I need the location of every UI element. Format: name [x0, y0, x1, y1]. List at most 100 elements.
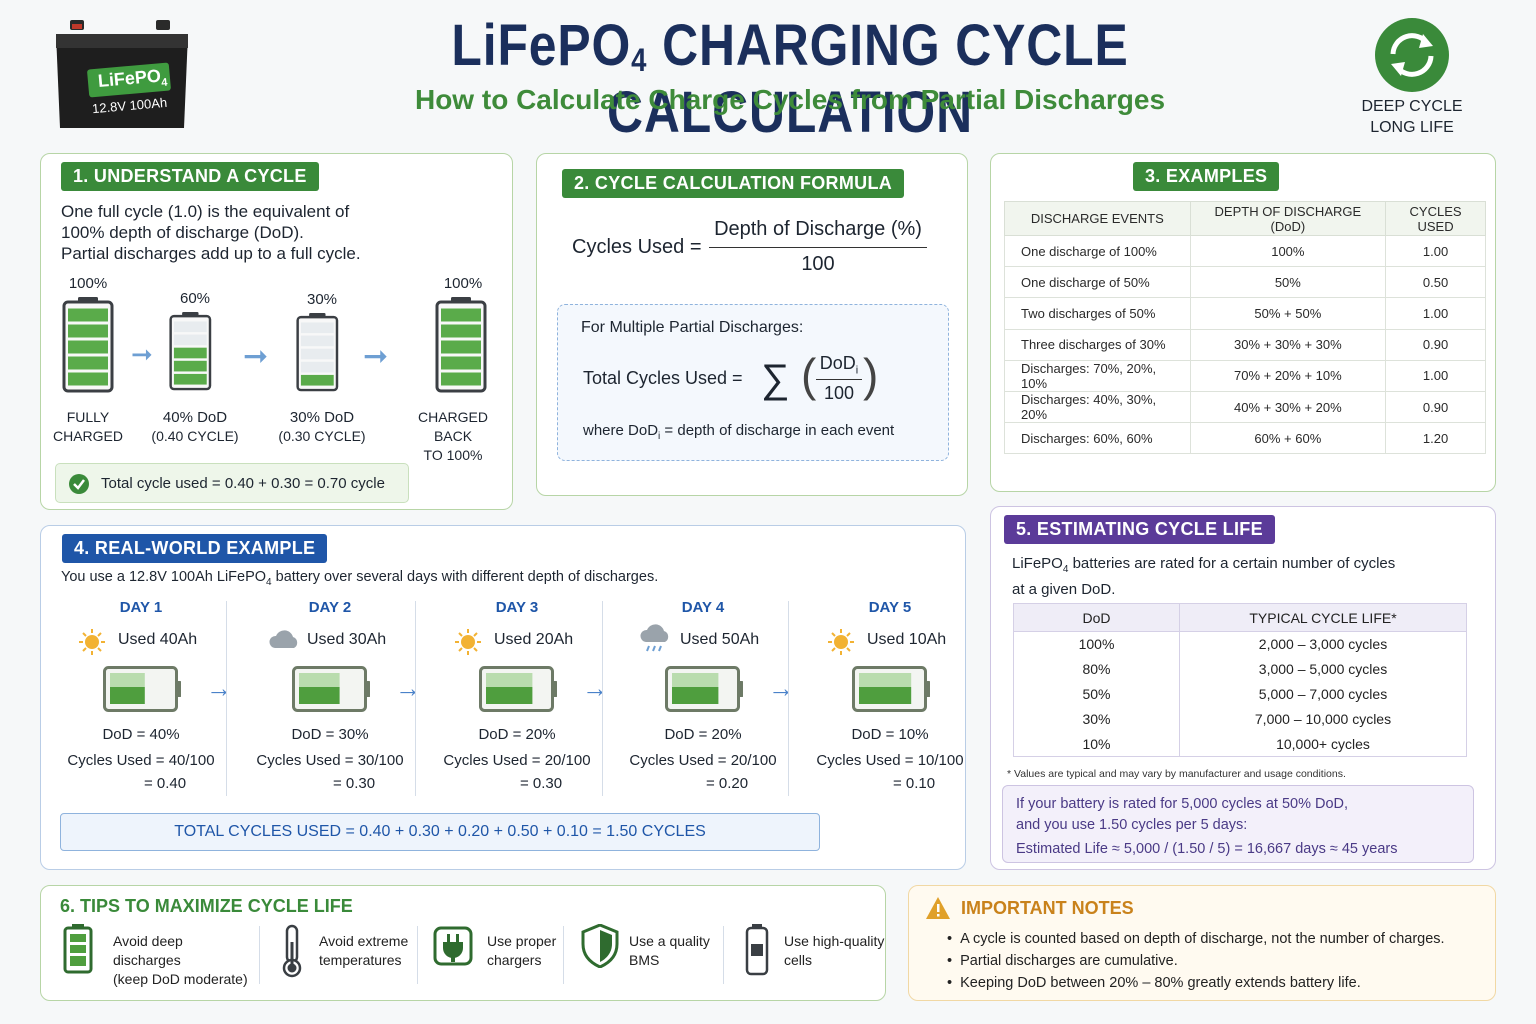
battery-caption-sub: (0.30 CYCLE)	[278, 428, 366, 444]
day-title: DAY 5	[868, 599, 912, 616]
multi-title: For Multiple Partial Discharges:	[581, 319, 804, 336]
day-divider	[226, 601, 227, 796]
footnote: * Values are typical and may vary by man…	[1007, 768, 1346, 780]
day-card: DAY 2 Used 30Ah DoD = 30% Cycles Used = 30/…	[237, 599, 423, 792]
battery-step-3: 30%	[282, 291, 362, 392]
panel-notes: IMPORTANT NOTES • A cycle is counted bas…	[908, 885, 1496, 1001]
battery-caption: 30% DoD	[289, 409, 355, 426]
table-row: Discharges: 60%, 60% 60% + 60% 1.20	[1004, 422, 1486, 455]
panel-tips: 6. TIPS TO MAXIMIZE CYCLE LIFE Avoid dee…	[40, 885, 886, 1001]
tip-text: Avoid extreme temperatures	[319, 933, 409, 968]
lifepo4-battery-image: LiFePO4 12.8V 100Ah	[52, 18, 192, 130]
battery-horizontal-icon	[103, 666, 181, 712]
day-cycles-result: = 0.20	[706, 775, 749, 792]
section-5-tag: 5. ESTIMATING CYCLE LIFE	[1004, 515, 1275, 544]
estimate-line1: If your battery is rated for 5,000 cycle…	[1016, 796, 1349, 812]
day-used: Used 50Ah	[680, 631, 760, 648]
cell-dod: 50%	[1189, 266, 1387, 299]
frac-numerator: DoDi	[819, 353, 859, 377]
column-header: DISCHARGE EVENTS	[1004, 201, 1191, 236]
real-world-intro: You use a 12.8V 100Ah LiFePO4 battery ov…	[61, 569, 659, 588]
frac-bar	[816, 379, 862, 380]
cell-dod: 10%	[1013, 731, 1180, 757]
tip-divider	[259, 926, 260, 984]
day-title: DAY 2	[308, 599, 352, 616]
sun-icon	[454, 628, 482, 661]
formula-denominator: 100	[801, 253, 835, 275]
day-card: DAY 1 Used 40Ah DoD = 40% Cycles Used = 40/…	[48, 599, 234, 792]
day-card: DAY 4 Used 50Ah DoD = 20% Cycles Used = 20/…	[610, 599, 796, 792]
cell-dod: 30%	[1013, 706, 1180, 732]
panel-cycle-life: 5. ESTIMATING CYCLE LIFE LiFePO4 batteri…	[990, 506, 1496, 870]
battery-pct: 60%	[179, 290, 211, 307]
cell-cycles: 0.50	[1385, 266, 1486, 299]
tip-text: Use high-quality cells	[784, 933, 885, 968]
multi-lhs: Total Cycles Used =	[583, 368, 743, 388]
battery-pct: 30%	[306, 291, 338, 308]
battery-caption-sub: TO 100%	[423, 447, 483, 463]
cell-cycle-life: 7,000 – 10,000 cycles	[1179, 706, 1467, 732]
cell-dod: 80%	[1013, 656, 1180, 682]
note-item: • Keeping DoD between 20% – 80% greatly …	[947, 975, 1361, 991]
day-divider	[415, 601, 416, 796]
table-row: 30% 7,000 – 10,000 cycles	[1013, 706, 1467, 732]
deep-cycle-badge: DEEP CYCLE LONG LIFE	[1361, 98, 1463, 136]
recycle-icon	[1375, 18, 1449, 92]
table-row: 80% 3,000 – 5,000 cycles	[1013, 656, 1467, 682]
tip-text: Use a quality BMS	[629, 933, 710, 968]
battery-horizontal-icon	[665, 666, 743, 712]
table-row: 50% 5,000 – 7,000 cycles	[1013, 681, 1467, 707]
day-cycles-used: Cycles Used = 30/100	[256, 752, 404, 769]
day-cycles-result: = 0.30	[333, 775, 376, 792]
section-2-tag: 2. CYCLE CALCULATION FORMULA	[562, 169, 905, 198]
day-used: Used 40Ah	[118, 631, 198, 648]
battery-pct: 100%	[443, 275, 483, 292]
cell-cycle-life: 10,000+ cycles	[1179, 731, 1467, 757]
day-divider	[602, 601, 603, 796]
battery-icon	[63, 924, 93, 979]
day-dod: DoD = 40%	[102, 726, 180, 743]
day-card: DAY 3 Used 20Ah DoD = 20% Cycles Used = 20/…	[424, 599, 610, 792]
cycle-def-line3: Partial discharges add up to a full cycl…	[61, 244, 361, 263]
battery-step-1: 100% FULLY CHARGED	[48, 275, 128, 444]
battery-step-4: 100%	[423, 275, 503, 393]
table-row: Discharges: 70%, 20%, 10% 70% + 20% + 10%…	[1004, 359, 1486, 392]
cell-dod: 100%	[1189, 234, 1387, 268]
panel-understand-cycle: 1. UNDERSTAND A CYCLE One full cycle (1.…	[40, 153, 513, 510]
total-cycle-text: Total cycle used = 0.40 + 0.30 = 0.70 cy…	[101, 475, 385, 492]
cell-cycles: 1.00	[1385, 234, 1486, 268]
arrow-right-icon: →	[768, 673, 794, 703]
multi-discharge-box: For Multiple Partial Discharges: Total C…	[557, 304, 949, 461]
day-cycles-result: = 0.10	[893, 775, 936, 792]
tip-text: Avoid deep discharges (keep DoD moderate)	[113, 933, 248, 987]
cell-cycle-life: 3,000 – 5,000 cycles	[1179, 656, 1467, 682]
cell-dod: 100%	[1013, 631, 1180, 657]
day-divider	[788, 601, 789, 796]
sigma-icon: ∑	[761, 357, 790, 401]
formula-numerator: Depth of Discharge (%)	[714, 218, 922, 240]
table-header-row: DoD TYPICAL CYCLE LIFE*	[1013, 603, 1467, 632]
day-cycles-used: Cycles Used = 20/100	[443, 752, 591, 769]
table-header-row: DISCHARGE EVENTS DEPTH OF DISCHARGE (DoD…	[1004, 201, 1486, 236]
tip-text: Use proper chargers	[487, 933, 557, 968]
arrow-right-icon: →	[206, 673, 232, 703]
arrow-right-icon: ➞	[363, 340, 389, 373]
cell-dod: 50% + 50%	[1189, 297, 1387, 330]
check-circle-icon	[69, 474, 89, 494]
battery-icon	[169, 312, 212, 395]
day-used: Used 10Ah	[867, 631, 947, 648]
estimate-box: If your battery is rated for 5,000 cycle…	[1002, 785, 1474, 863]
panel-real-world: 4. REAL-WORLD EXAMPLE You use a 12.8V 10…	[40, 525, 966, 870]
tip-divider	[417, 926, 418, 984]
battery-step-2: 60%	[155, 290, 235, 391]
day-cycles-used: Cycles Used = 20/100	[629, 752, 777, 769]
battery-caption-sub: CHARGED	[52, 428, 123, 444]
day-dod: DoD = 10%	[851, 726, 929, 743]
formula-fraction-bar	[709, 247, 927, 248]
sun-icon	[827, 628, 855, 661]
day-used: Used 30Ah	[307, 631, 387, 648]
section-3-tag: 3. EXAMPLES	[1133, 162, 1280, 191]
cell-cycles: 0.90	[1385, 328, 1486, 361]
cell-event: One discharge of 100%	[1004, 234, 1191, 268]
battery-horizontal-icon	[852, 666, 930, 712]
